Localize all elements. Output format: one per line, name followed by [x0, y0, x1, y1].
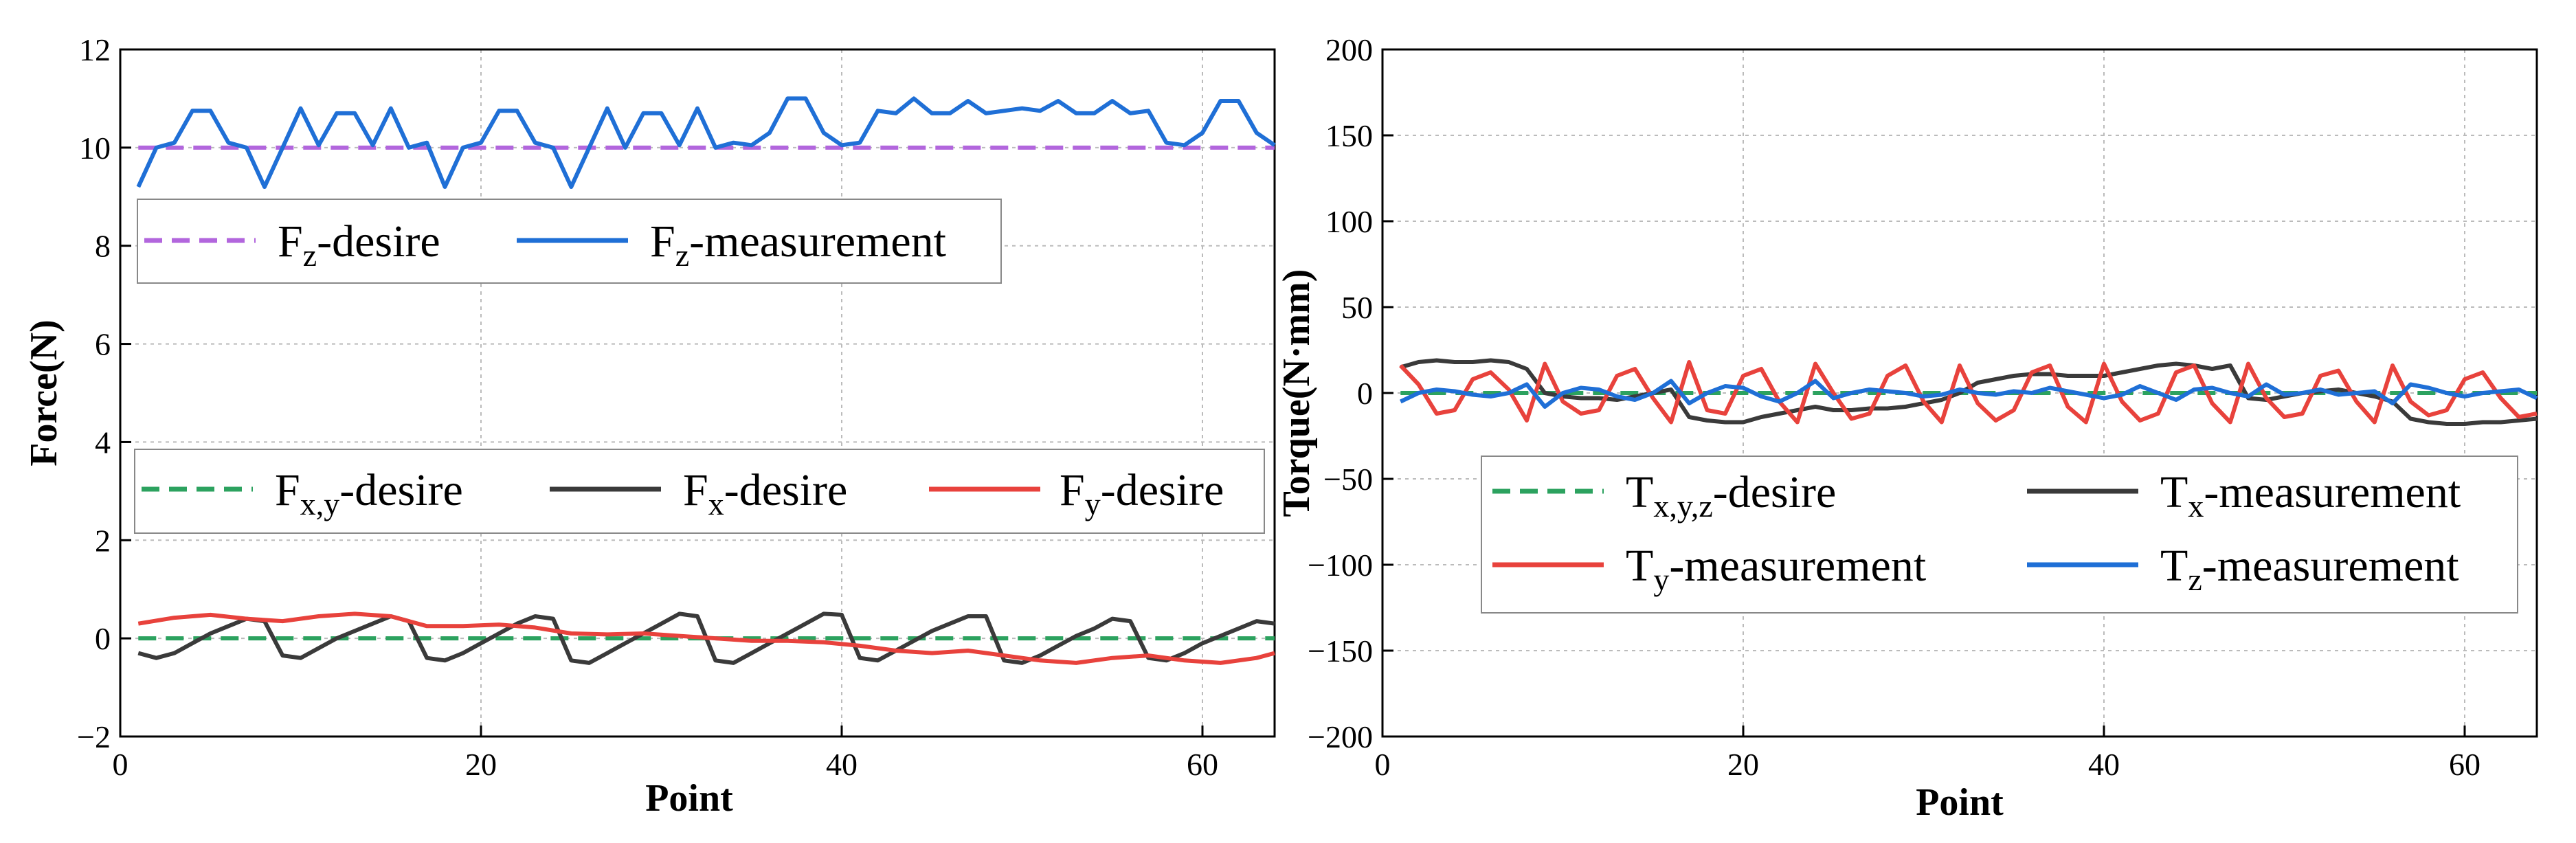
series-line-tz	[1400, 379, 2538, 409]
force-gridlines	[120, 49, 1275, 737]
series-line-fz_meas	[136, 96, 1276, 189]
legend-entry-fz-measurement: Fz-measurement	[650, 216, 946, 273]
torque-ticks: 0 20 40 60 −200 −150 −100 −50 0 50 100 150 200	[1308, 32, 2480, 782]
force-x-axis-label: Point	[645, 777, 733, 820]
force-x-tick-label: 60	[1187, 747, 1218, 782]
legend-entry-tz-measurement: Tz-measurement	[2160, 541, 2459, 597]
legend-box	[1481, 456, 2518, 614]
series-line-fy	[137, 611, 1275, 665]
torque-y-tick-label: −100	[1308, 548, 1373, 583]
torque-series	[1399, 358, 2538, 426]
force-x-tick-label: 0	[113, 747, 128, 782]
torque-x-tick-label: 0	[1375, 747, 1391, 782]
force-y-tick-label: 4	[95, 425, 111, 460]
force-y-tick-label: −2	[77, 719, 111, 754]
torque-y-tick-label: 100	[1325, 204, 1373, 239]
force-y-axis-label: Force(N)	[23, 319, 65, 467]
force-y-tick-label: 12	[79, 32, 111, 67]
torque-x-axis-label: Point	[1916, 781, 2004, 824]
force-x-tick-label: 40	[826, 747, 858, 782]
force-y-tick-label: 2	[95, 523, 111, 558]
legend-entry-fxy-desire: Fx,y-desire	[275, 465, 463, 521]
torque-y-tick-label: −200	[1308, 719, 1373, 754]
torque-y-axis-label: Torque(N·mm)	[1275, 269, 1318, 517]
force-x-tick-label: 20	[465, 747, 497, 782]
torque-x-tick-label: 40	[2088, 747, 2120, 782]
force-y-tick-label: 6	[95, 327, 111, 362]
torque-y-tick-label: −150	[1308, 633, 1373, 668]
force-legend-fxy: Fx,y-desire Fx-desire Fy-desire	[134, 449, 1265, 534]
force-plot-frame	[119, 48, 1276, 738]
legend-entry-fy-desire: Fy-desire	[1060, 465, 1224, 521]
force-y-tick-label: 10	[79, 131, 111, 166]
legend-entry-ty-measurement: Ty-measurement	[1626, 541, 1926, 597]
torque-y-tick-label: 200	[1325, 32, 1373, 67]
force-y-tick-label: 8	[95, 229, 111, 264]
torque-x-tick-label: 60	[2449, 747, 2480, 782]
torque-chart: 0 20 40 60 −200 −150 −100 −50 0 50 100 150 200 Point…	[1275, 32, 2538, 824]
torque-y-tick-label: −50	[1323, 462, 1373, 497]
legend-entry-tx-measurement: Tx-measurement	[2160, 467, 2461, 524]
force-legend-fz: Fz-desire Fz-measurement	[137, 199, 1002, 284]
torque-legend: Tx,y,z-desire Tx-measurement Ty-measurem…	[1481, 456, 2518, 614]
legend-entry-txyz-desire: Tx,y,z-desire	[1626, 467, 1836, 524]
torque-y-tick-label: 150	[1325, 118, 1373, 153]
legend-entry-fx-desire: Fx-desire	[683, 465, 847, 521]
torque-x-tick-label: 20	[1727, 747, 1759, 782]
series-line-ty	[1399, 360, 2538, 425]
torque-y-tick-label: 50	[1341, 290, 1373, 325]
force-series	[136, 96, 1276, 665]
legend-entry-fz-desire: Fz-desire	[278, 216, 440, 273]
torque-y-tick-label: 0	[1357, 376, 1373, 411]
legend-box	[134, 449, 1265, 534]
force-y-tick-label: 0	[95, 621, 111, 656]
